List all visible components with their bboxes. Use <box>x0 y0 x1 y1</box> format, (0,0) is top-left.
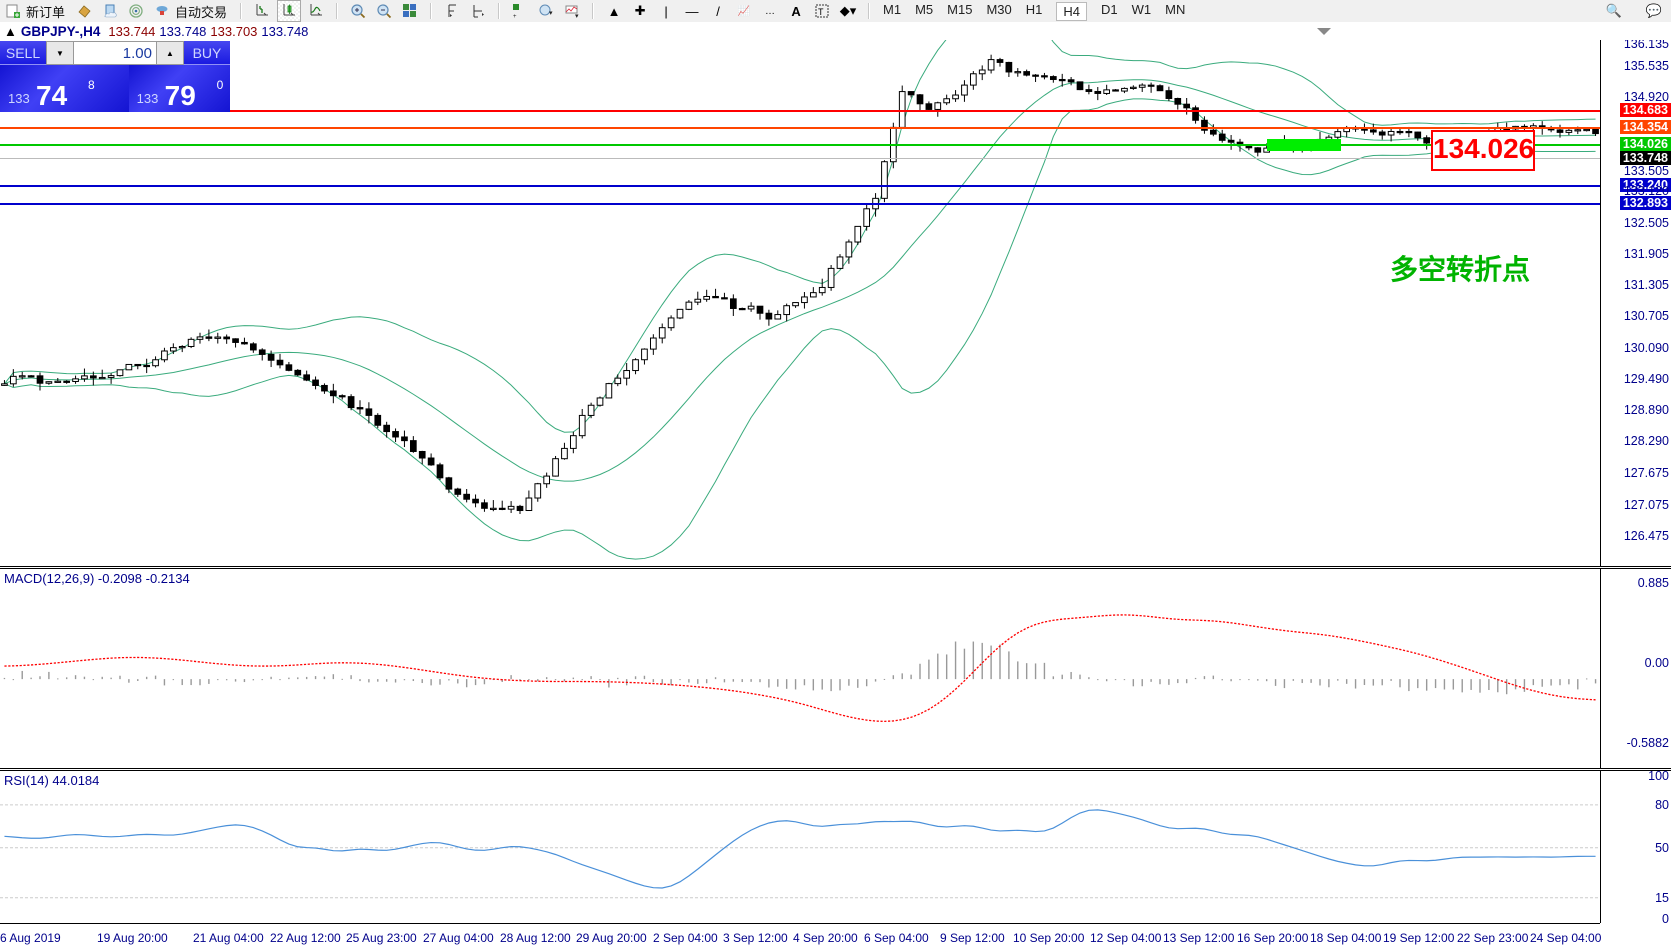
svg-text:▾: ▾ <box>549 10 553 17</box>
svg-text:+: + <box>513 14 517 19</box>
svg-text:T: T <box>818 7 824 17</box>
svg-text:▾: ▾ <box>575 13 579 19</box>
